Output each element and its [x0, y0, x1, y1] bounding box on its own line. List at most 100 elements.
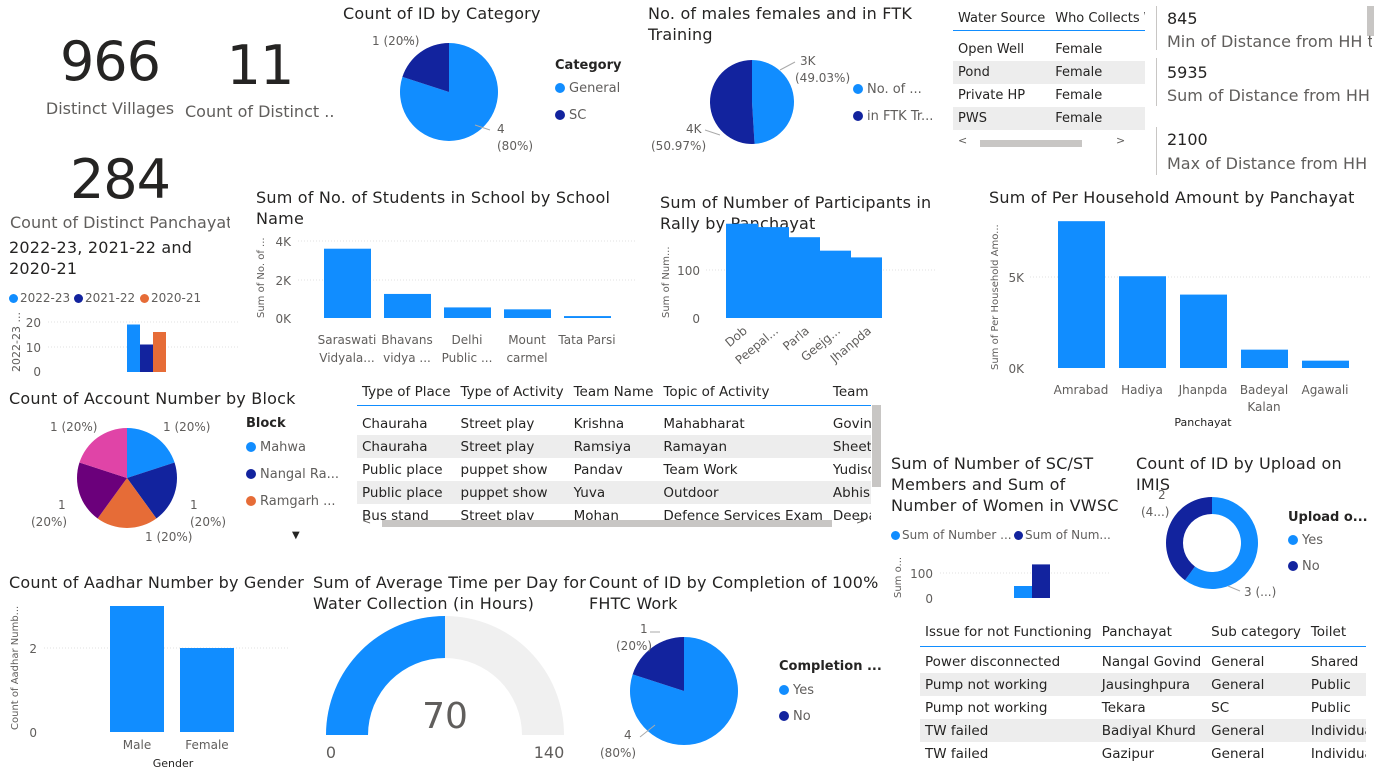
year-legend-2020[interactable]: 2020-21 — [140, 291, 201, 305]
water-header-source[interactable]: Water Source — [958, 11, 1046, 27]
scroll-left-icon[interactable]: < — [362, 514, 372, 527]
bar[interactable] — [788, 237, 820, 318]
table-row[interactable]: TW failed Badiyal Khurd General Individual — [920, 719, 1366, 742]
account-slice[interactable] — [97, 478, 157, 528]
category-legend-general[interactable]: General — [555, 81, 620, 96]
water-header-who[interactable]: Who Collects Water — [1055, 11, 1145, 27]
account-slice[interactable] — [77, 462, 127, 519]
bar[interactable] — [384, 293, 431, 318]
bar[interactable] — [504, 309, 551, 318]
household-chart[interactable]: Sum of Per Household Amo... 5K 0K Amraba… — [0, 0, 1370, 429]
bar[interactable] — [444, 307, 491, 318]
legend-more-icon[interactable]: ▼ — [292, 530, 300, 541]
issue-table[interactable]: Issue for not Functioning Panchayat Sub … — [920, 618, 1366, 768]
account-legend-nangal[interactable]: Nangal Ra... — [246, 467, 339, 482]
bar[interactable] — [726, 223, 758, 318]
imis-slice-no[interactable] — [1166, 497, 1212, 581]
issue-header[interactable]: Toilet — [1310, 623, 1347, 640]
activity-vscroll[interactable] — [872, 405, 881, 487]
bar[interactable] — [1058, 221, 1105, 368]
scroll-thumb[interactable] — [382, 520, 832, 527]
activity-header[interactable]: Topic of Activity — [663, 383, 770, 400]
table-row[interactable]: Public place puppet show Yuva Outdoor Abhish… — [357, 481, 871, 504]
bar[interactable] — [757, 227, 789, 318]
table-row[interactable]: Public place puppet show Pandav Team Work Yu… — [357, 458, 871, 481]
bar[interactable] — [110, 606, 164, 732]
fhtc-legend-yes[interactable]: Yes — [779, 683, 814, 698]
activity-header[interactable]: Team Leader — [832, 383, 871, 400]
table-row[interactable]: Bus stand Street play Mohan Defence Service… — [357, 504, 871, 522]
ftk-pie[interactable]: 3K (49.03%) 4K (50.97%) — [0, 0, 850, 153]
bar[interactable] — [180, 648, 234, 732]
activity-header[interactable]: Type of Activity — [460, 383, 564, 400]
water-table-scrollbar[interactable]: < > — [958, 134, 1138, 149]
imis-donut[interactable]: 2 (4...) 3 (...) — [0, 0, 1276, 599]
fhtc-slice-yes[interactable] — [630, 637, 739, 745]
bar[interactable] — [819, 250, 851, 318]
table-row[interactable]: Chauraha Street play Ramsiya Ramayan Sheetal… — [357, 435, 871, 458]
account-pie[interactable]: 1 (20%) 1 (20%) 1 (20%) 1 (20%) 1 (20%) — [0, 0, 226, 544]
table-row[interactable]: Pump not working Tekara SC Public — [920, 696, 1366, 719]
scroll-thumb[interactable] — [980, 140, 1082, 147]
fhtc-legend-no[interactable]: No — [779, 709, 811, 724]
scst-chart[interactable]: Sum o... 100 0 — [0, 0, 1110, 606]
vertical-scrollbar[interactable] — [1367, 6, 1374, 36]
imis-legend-no[interactable]: No — [1288, 559, 1320, 574]
table-row[interactable]: Power disconnected Nangal Govind General Sh… — [920, 650, 1366, 673]
table-row[interactable]: Private HP Female — [953, 84, 1145, 107]
year-legend-2022[interactable]: 2022-23 — [9, 291, 70, 305]
bar[interactable] — [1241, 349, 1288, 368]
ftk-legend-b[interactable]: in FTK Tr... — [853, 109, 933, 124]
water-table[interactable]: Water Source Who Collects Water Open Wel… — [953, 8, 1145, 148]
activity-hscroll[interactable]: < > — [362, 514, 868, 529]
ftk-legend-a[interactable]: No. of ... — [853, 82, 922, 97]
bar[interactable] — [850, 257, 882, 318]
bar[interactable] — [1119, 276, 1166, 368]
ftk-slice-b[interactable] — [709, 60, 755, 144]
account-slice[interactable] — [127, 428, 175, 478]
bar[interactable] — [324, 248, 371, 318]
account-slice[interactable] — [79, 428, 127, 478]
category-legend-sc[interactable]: SC — [555, 108, 586, 123]
scst-legend-b[interactable]: Sum of Num... — [1014, 528, 1111, 542]
ftk-slice-a[interactable] — [752, 60, 794, 144]
account-legend-mahwa[interactable]: Mahwa — [246, 440, 306, 455]
gauge-chart[interactable]: 70 0 140 — [0, 0, 564, 762]
issue-header[interactable]: Sub category — [1211, 623, 1301, 640]
table-row[interactable]: Chauraha Street play Krishna Mahabharat Govi… — [357, 412, 871, 435]
activity-table[interactable]: Type of Place Type of Activity Team Name… — [357, 379, 871, 521]
issue-header[interactable]: Panchayat — [1101, 623, 1172, 640]
fhtc-pie[interactable]: 1 (20%) 4 (80%) — [0, 0, 739, 760]
fhtc-slice-no[interactable] — [632, 637, 684, 691]
scroll-left-icon[interactable]: < — [958, 134, 968, 147]
bar[interactable] — [1302, 360, 1349, 368]
bar-2021-22[interactable] — [140, 344, 153, 373]
bar-2020-21[interactable] — [153, 332, 166, 372]
bar-sc-st[interactable] — [1014, 586, 1032, 598]
scroll-right-icon[interactable]: > — [1116, 134, 1126, 147]
table-row[interactable]: Pond Female — [953, 61, 1145, 84]
imis-slice-yes[interactable] — [1184, 497, 1259, 589]
year-legend-2021[interactable]: 2021-22 — [74, 291, 135, 305]
account-slice[interactable] — [127, 462, 177, 519]
students-chart[interactable]: Sum of No. of ... 4K 2K 0K Saraswati Bhav… — [0, 0, 636, 365]
issue-header[interactable]: Issue for not Functioning — [925, 623, 1092, 640]
activity-header[interactable]: Team Name — [573, 383, 654, 400]
bar-2022-23[interactable] — [127, 324, 140, 373]
account-legend-ramgarh[interactable]: Ramgarh ... — [246, 494, 335, 509]
bar-women[interactable] — [1032, 564, 1050, 598]
category-slice-sc[interactable] — [402, 43, 449, 92]
scst-legend-a[interactable]: Sum of Number ... — [891, 528, 1012, 542]
year-chart[interactable]: 2022-23 ... 20 10 0 — [0, 0, 240, 379]
table-row[interactable]: Open Well Female — [953, 38, 1145, 61]
activity-header[interactable]: Type of Place — [362, 383, 451, 400]
table-row[interactable]: TW failed Gazipur General Individual — [920, 742, 1366, 765]
imis-legend-yes[interactable]: Yes — [1288, 533, 1323, 548]
aadhar-chart[interactable]: Count of Aadhar Numb... 2 0 Male Female G… — [0, 0, 290, 770]
bar[interactable] — [564, 316, 611, 318]
scroll-right-icon[interactable]: > — [856, 514, 866, 527]
gauge-fill[interactable] — [326, 616, 445, 735]
bar[interactable] — [1180, 294, 1227, 368]
table-row[interactable]: Pump not working Jausinghpura General Publi… — [920, 673, 1366, 696]
category-pie[interactable]: 1 (20%) 4 (80%) — [0, 0, 533, 153]
